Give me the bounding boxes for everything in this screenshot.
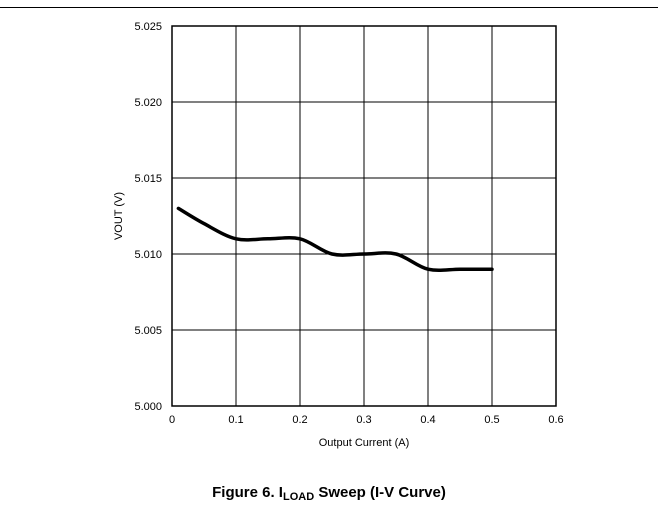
series-line — [176, 206, 494, 273]
caption-subscript: LOAD — [282, 491, 315, 503]
iv-curve-chart: 0 0.1 0.2 0.3 0.4 0.5 0.6 5.000 5.005 5.010 5.015 5… — [113, 21, 564, 449]
x-axis-title: Output Current (A) — [319, 437, 409, 449]
x-tick-label: 0.5 — [484, 414, 499, 426]
figure-caption: Figure 6. ILOAD Sweep (I-V Curve) — [0, 484, 658, 503]
y-tick-label: 5.025 — [134, 21, 162, 33]
x-tick-label: 0.1 — [228, 414, 243, 426]
top-rule — [0, 7, 658, 8]
y-tick-label: 5.015 — [134, 173, 162, 185]
y-tick-label: 5.010 — [134, 249, 162, 261]
x-tick-label: 0.4 — [420, 414, 435, 426]
caption-suffix: Sweep (I-V Curve) — [314, 484, 446, 501]
x-tick-label: 0.3 — [356, 414, 371, 426]
x-tick-label: 0 — [169, 414, 175, 426]
y-tick-label: 5.000 — [134, 401, 162, 413]
y-tick-label: 5.005 — [134, 325, 162, 337]
plot-frame — [171, 25, 557, 407]
caption-prefix: Figure 6. I — [212, 484, 283, 501]
y-axis-title: VOUT (V) — [113, 192, 125, 240]
y-tick-label: 5.020 — [134, 97, 162, 109]
x-tick-label: 0.6 — [548, 414, 563, 426]
x-tick-label: 0.2 — [292, 414, 307, 426]
